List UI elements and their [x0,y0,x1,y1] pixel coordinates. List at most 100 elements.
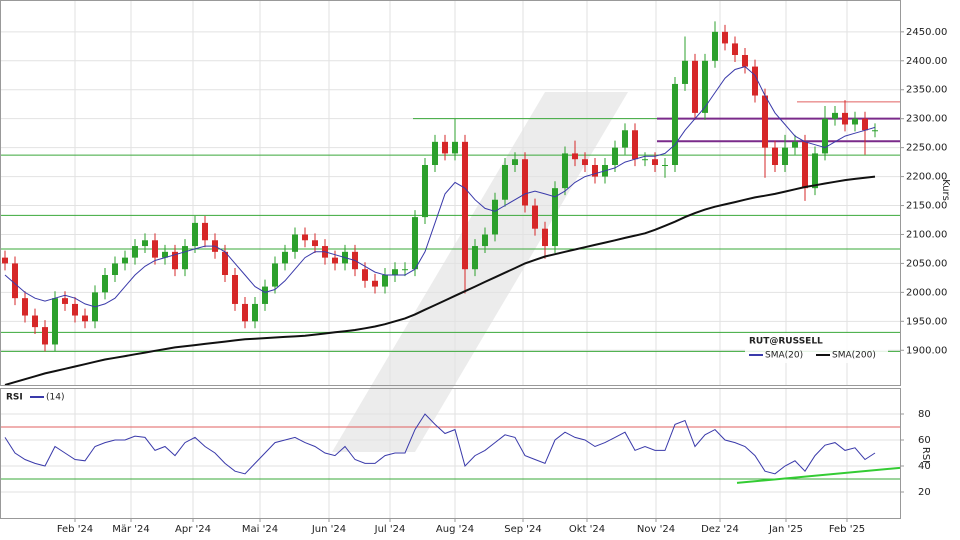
candle-body [712,31,718,61]
y-axis-label: RSI [920,447,931,463]
candle-body [542,228,548,247]
x-tick-label: Aug '24 [436,524,474,535]
y-tick-label: 40 [918,461,931,472]
y-tick-label: 2250.00 [906,143,947,154]
y-tick-label: 2150.00 [906,201,947,212]
candle-body [642,159,648,161]
candle-body [2,257,8,264]
candle-body [372,280,378,287]
y-tick-label: 80 [918,409,931,420]
candle-body [782,147,788,165]
candle-body [382,275,388,287]
candle-body [32,315,38,328]
candle-body [592,165,598,177]
candle-body [332,257,338,264]
legend-box [745,333,888,363]
y-tick-label: 2200.00 [906,172,947,183]
candle-body [42,327,48,345]
candle-body [132,246,138,258]
candle-body [742,55,748,67]
candle-body [22,298,28,316]
candle-body [252,303,258,322]
candle-body [612,147,618,165]
x-tick-label: Apr '24 [175,524,211,535]
x-tick-label: Jan '25 [768,524,803,535]
candle-body [852,118,858,125]
trendline [736,466,901,484]
candle-body [312,240,318,247]
candle-body [812,153,818,189]
line-series [4,413,876,475]
candle-body [802,141,808,189]
candle-body [502,165,508,200]
candle-body [412,217,418,270]
x-tick-label: Jun '24 [311,524,346,535]
candle-body [362,269,368,281]
candle-body [652,159,658,165]
candle-body [562,153,568,189]
x-tick-label: Dez '24 [701,524,739,535]
candle-body [112,263,118,275]
candle-body [732,43,738,55]
candle-body [682,60,688,84]
candle-body [402,269,408,271]
candle-body [62,298,68,304]
candle-body [582,159,588,165]
candle-body [842,112,848,125]
candle-body [722,31,728,44]
x-tick-label: Feb '24 [57,524,93,535]
line-series [4,175,876,386]
candle-body [82,315,88,322]
candle-body [162,251,168,258]
x-tick-label: Okt '24 [569,524,605,535]
candle-body [472,246,478,270]
candle-body [222,251,228,275]
y-tick-label: 2300.00 [906,114,947,125]
candle-body [442,141,448,154]
y-tick-label: 2100.00 [906,229,947,240]
candle-body [12,263,18,299]
y-tick-label: 20 [918,487,931,498]
rsi-title: RSI [6,393,23,403]
candle-body [822,118,828,154]
y-tick-label: 2350.00 [906,85,947,96]
x-tick-label: Mai '24 [242,524,278,535]
y-tick-label: 2000.00 [906,287,947,298]
candle-body [302,234,308,241]
legend-entry: SMA(200) [832,351,876,361]
x-tick-label: Jul '24 [374,524,406,535]
candle-body [432,141,438,165]
candle-body [282,251,288,264]
candle-body [152,240,158,258]
candle-body [462,141,468,270]
y-tick-label: 1900.00 [906,345,947,356]
watermark [332,92,628,452]
x-tick-label: Nov '24 [637,524,675,535]
candle-body [552,188,558,247]
candle-body [572,153,578,160]
price-frame [0,0,901,386]
candle-body [182,246,188,270]
candle-body [522,159,528,206]
candle-body [512,159,518,165]
candle-body [492,199,498,235]
candle-body [672,83,678,165]
candle-body [272,263,278,287]
rsi-frame [0,388,901,519]
y-tick-label: 2400.00 [906,56,947,67]
candle-body [392,269,398,275]
candle-body [452,141,458,154]
candle-body [772,147,778,165]
candle-body [172,251,178,270]
y-axis-label: Kurs [940,179,951,201]
candle-body [232,275,238,304]
candle-body [862,118,868,131]
candle-body [872,130,878,132]
line-series [4,66,876,308]
y-tick-label: 60 [918,435,931,446]
candle-body [692,60,698,113]
candle-body [422,165,428,218]
candle-body [752,66,758,96]
candle-body [482,234,488,247]
